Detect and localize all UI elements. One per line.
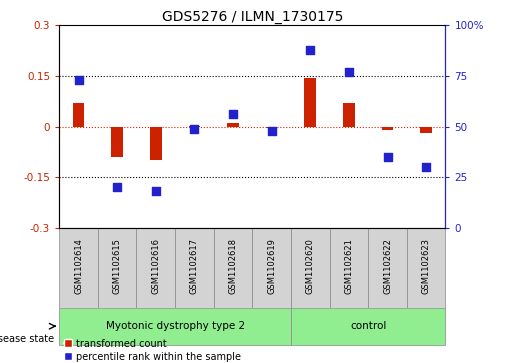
Text: GSM1102616: GSM1102616 xyxy=(151,238,160,294)
Point xyxy=(306,47,314,53)
Bar xyxy=(175,228,214,307)
Bar xyxy=(368,228,407,307)
Text: GSM1102622: GSM1102622 xyxy=(383,238,392,294)
Text: GSM1102621: GSM1102621 xyxy=(345,238,353,294)
Point xyxy=(74,77,82,83)
Bar xyxy=(382,127,393,130)
Point xyxy=(190,126,198,131)
Bar xyxy=(136,228,175,307)
Bar xyxy=(252,228,291,307)
Bar xyxy=(291,228,330,307)
Text: GSM1102617: GSM1102617 xyxy=(190,238,199,294)
Text: GSM1102618: GSM1102618 xyxy=(229,238,237,294)
Text: Myotonic dystrophy type 2: Myotonic dystrophy type 2 xyxy=(106,321,245,331)
Bar xyxy=(214,228,252,307)
Bar xyxy=(304,78,316,127)
Bar xyxy=(98,228,136,307)
Point xyxy=(422,164,431,170)
Point xyxy=(229,111,237,117)
Point xyxy=(383,154,392,160)
Text: GSM1102614: GSM1102614 xyxy=(74,238,83,294)
Bar xyxy=(59,307,291,345)
Point xyxy=(151,188,160,194)
Text: GSM1102623: GSM1102623 xyxy=(422,238,431,294)
Text: control: control xyxy=(350,321,386,331)
Point xyxy=(345,69,353,75)
Bar xyxy=(59,228,98,307)
Point xyxy=(113,184,122,190)
Bar xyxy=(188,126,200,127)
Text: disease state: disease state xyxy=(0,334,54,344)
Point xyxy=(268,128,276,134)
Bar xyxy=(407,228,445,307)
Bar xyxy=(227,123,239,127)
Title: GDS5276 / ILMN_1730175: GDS5276 / ILMN_1730175 xyxy=(162,11,343,24)
Bar xyxy=(420,127,432,133)
Bar xyxy=(150,127,162,160)
Text: GSM1102620: GSM1102620 xyxy=(306,238,315,294)
Text: GSM1102615: GSM1102615 xyxy=(113,238,122,294)
Bar xyxy=(330,228,368,307)
Bar xyxy=(343,103,355,127)
Bar xyxy=(111,127,123,157)
Text: GSM1102619: GSM1102619 xyxy=(267,238,276,294)
Legend: transformed count, percentile rank within the sample: transformed count, percentile rank withi… xyxy=(64,339,241,362)
Bar xyxy=(291,307,445,345)
Bar xyxy=(73,103,84,127)
Bar xyxy=(266,127,278,128)
